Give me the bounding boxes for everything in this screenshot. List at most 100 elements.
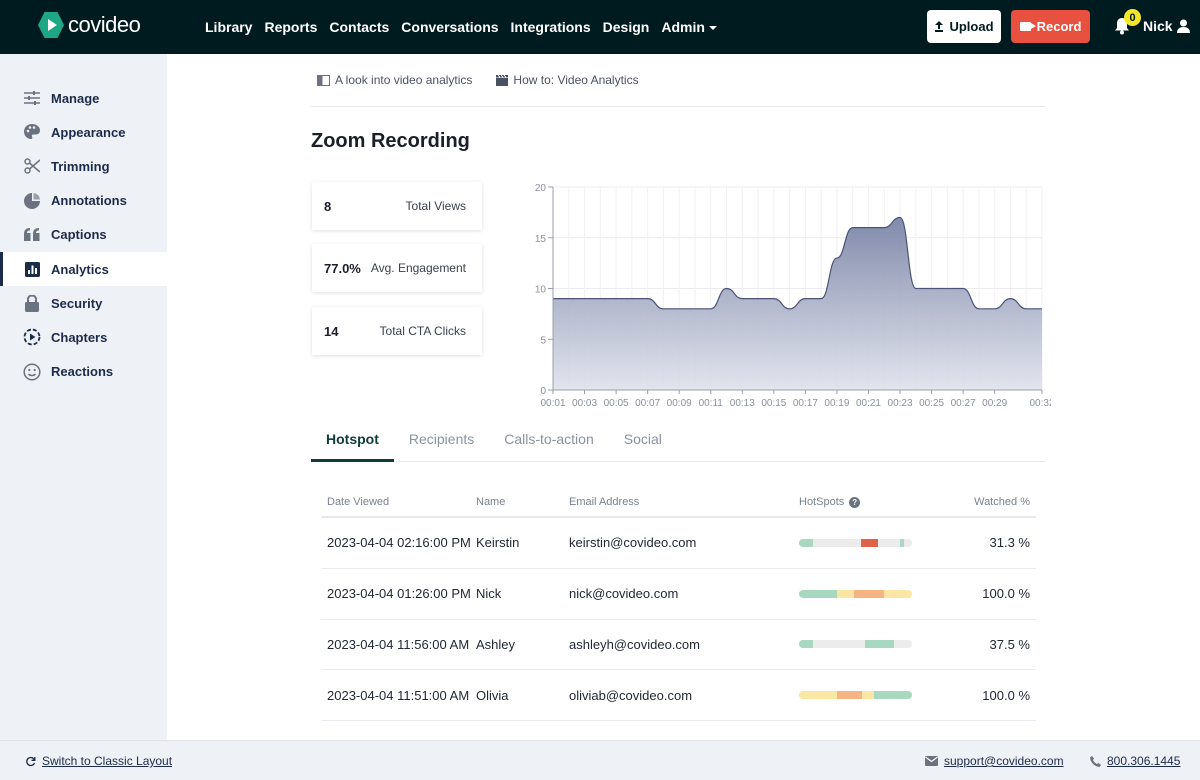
nav-reports[interactable]: Reports	[264, 19, 318, 35]
table-row[interactable]: 2023-04-04 01:26:00 PM Nick nick@covideo.c…	[321, 569, 1036, 620]
stat-label: Total Views	[405, 199, 466, 213]
cell-date-viewed: 2023-04-04 02:16:00 PM	[327, 535, 471, 551]
user-icon[interactable]	[1177, 19, 1190, 33]
nav-design[interactable]: Design	[602, 19, 650, 35]
tab-hotspot[interactable]: Hotspot	[311, 421, 394, 462]
nav-admin[interactable]: Admin	[661, 19, 717, 35]
sidebar-item-annotations[interactable]: Annotations	[0, 184, 167, 218]
page-title: Zoom Recording	[311, 130, 470, 152]
sidebar-item-label: Captions	[51, 227, 107, 243]
col-name[interactable]: Name	[476, 496, 506, 508]
sidebar-item-label: Annotations	[51, 193, 127, 209]
main-nav: Library Reports Contacts Conversations I…	[205, 0, 717, 54]
record-button[interactable]: Record	[1011, 10, 1090, 43]
sidebar-item-label: Security	[51, 295, 103, 311]
hotspot-segment	[899, 538, 905, 547]
nav-integrations[interactable]: Integrations	[510, 19, 591, 35]
sliders-icon	[23, 89, 41, 107]
nav-contacts[interactable]: Contacts	[329, 19, 390, 35]
x-tick-label: 00:07	[635, 398, 660, 409]
covideo-logo[interactable]: covideo	[38, 12, 141, 38]
book-icon	[317, 74, 330, 86]
quote-icon	[23, 226, 41, 244]
cell-email: keirstin@covideo.com	[569, 535, 697, 551]
sidebar-item-captions[interactable]: Captions	[0, 218, 167, 252]
table-row[interactable]: 2023-04-04 11:51:00 AM Olivia oliviab@covi…	[321, 670, 1036, 722]
views-table: Date Viewed Name Email Address HotSpots?…	[321, 488, 1036, 722]
cell-watched: 100.0 %	[982, 687, 1030, 703]
nav-conversations[interactable]: Conversations	[401, 19, 499, 35]
help-link-how-to[interactable]: How to: Video Analytics	[496, 73, 639, 87]
hotspot-bar[interactable]	[799, 691, 912, 700]
x-tick-label: 00:32	[1029, 398, 1051, 409]
sidebar-item-label: Trimming	[51, 158, 110, 174]
hotspot-segment	[864, 640, 894, 649]
sidebar-item-analytics[interactable]: Analytics	[0, 251, 167, 287]
classic-layout-label: Switch to Classic Layout	[42, 754, 173, 768]
sidebar-item-label: Appearance	[51, 124, 126, 140]
tab-calls-to-action[interactable]: Calls-to-action	[504, 431, 594, 447]
phone-link[interactable]: 800.306.1445	[1090, 754, 1180, 768]
hotspot-bar[interactable]	[799, 640, 912, 649]
nav-admin-label: Admin	[661, 19, 705, 35]
col-watched[interactable]: Watched %	[974, 496, 1030, 508]
sidebar-item-reactions[interactable]: Reactions	[0, 355, 167, 389]
cell-name: Nick	[476, 586, 502, 602]
annotation-icon	[23, 192, 41, 210]
sidebar-item-label: Manage	[51, 90, 100, 106]
refresh-icon	[26, 756, 36, 766]
table-row[interactable]: 2023-04-04 02:16:00 PM Keirstin keirstin@c…	[321, 518, 1036, 569]
hotspot-segment	[862, 691, 874, 700]
stat-label: Avg. Engagement	[370, 261, 466, 275]
y-tick-label: 15	[535, 234, 547, 245]
record-label: Record	[1036, 19, 1082, 34]
x-tick-label: 00:09	[667, 398, 692, 409]
sidebar-item-label: Analytics	[51, 261, 109, 277]
stat-avg-engagement: 77.0% Avg. Engagement	[312, 244, 482, 292]
camera-icon	[1019, 22, 1036, 31]
stat-value: 77.0%	[324, 260, 361, 276]
stat-total-cta-clicks: 14 Total CTA Clicks	[312, 307, 482, 355]
sidebar-item-security[interactable]: Security	[0, 286, 167, 320]
cell-hotspots	[799, 691, 944, 700]
help-link-label: How to: Video Analytics	[513, 73, 639, 87]
col-email[interactable]: Email Address	[569, 496, 640, 508]
y-tick-label: 5	[540, 335, 546, 346]
hotspot-segment	[837, 691, 863, 700]
switch-classic-layout[interactable]: Switch to Classic Layout	[25, 754, 172, 768]
user-name[interactable]: Nick	[1143, 18, 1173, 34]
top-navbar: covideo Library Reports Contacts Convers…	[0, 0, 1200, 54]
hotspot-segment	[854, 589, 884, 598]
sidebar-item-appearance[interactable]: Appearance	[0, 115, 167, 149]
cell-date-viewed: 2023-04-04 01:26:00 PM	[327, 586, 471, 602]
x-tick-label: 00:17	[793, 398, 818, 409]
sidebar-item-manage[interactable]: Manage	[0, 81, 167, 115]
notification-badge: 0	[1124, 9, 1141, 26]
chapters-icon	[23, 328, 41, 346]
footer: Switch to Classic Layout support@covideo…	[0, 740, 1200, 780]
x-tick-label: 00:19	[824, 398, 849, 409]
upload-label: Upload	[949, 19, 994, 34]
table-row[interactable]: 2023-04-04 11:56:00 AM Ashley ashleyh@covi…	[321, 620, 1036, 671]
support-email-link[interactable]: support@covideo.com	[925, 754, 1064, 768]
tab-social[interactable]: Social	[623, 431, 662, 447]
help-link-video-analytics[interactable]: A look into video analytics	[317, 73, 472, 87]
hotspot-segment	[873, 691, 912, 700]
sidebar-item-trimming[interactable]: Trimming	[0, 149, 167, 183]
help-icon[interactable]: ?	[849, 497, 861, 508]
sidebar-item-chapters[interactable]: Chapters	[0, 320, 167, 354]
cell-email: oliviab@covideo.com	[569, 687, 693, 703]
chart-series-line	[553, 216, 1042, 310]
stat-label: Total CTA Clicks	[379, 324, 466, 338]
col-date-viewed[interactable]: Date Viewed	[327, 496, 390, 508]
cell-name: Ashley	[476, 636, 516, 652]
cell-hotspots	[799, 640, 944, 649]
hotspot-bar[interactable]	[799, 538, 912, 547]
hotspot-bar[interactable]	[799, 589, 912, 598]
tab-recipients[interactable]: Recipients	[408, 431, 475, 447]
help-link-label: A look into video analytics	[335, 73, 473, 87]
cell-hotspots	[799, 538, 944, 547]
clapperboard-icon	[496, 74, 509, 86]
upload-button[interactable]: Upload	[927, 10, 1001, 43]
nav-library[interactable]: Library	[205, 19, 253, 35]
